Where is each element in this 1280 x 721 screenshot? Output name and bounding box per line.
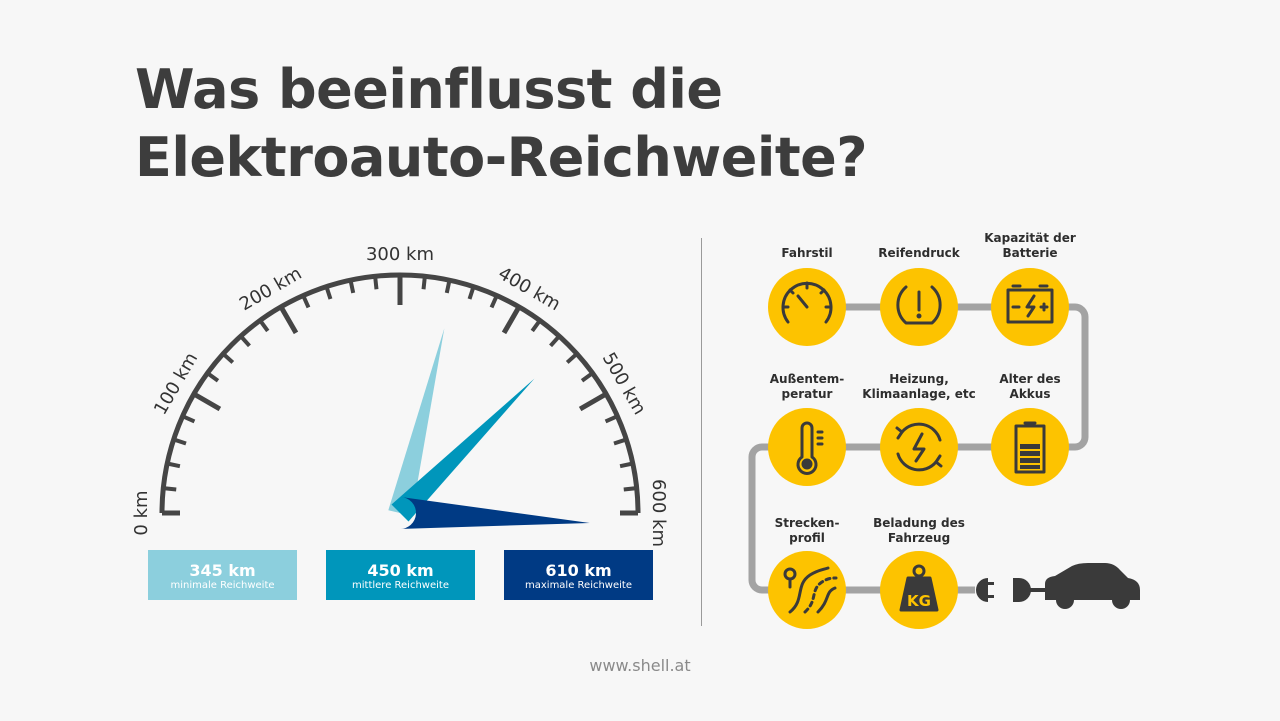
divider bbox=[701, 238, 702, 626]
minor-tick bbox=[373, 276, 379, 290]
gauge-needle bbox=[388, 328, 445, 516]
range-value: 610 km bbox=[545, 561, 612, 580]
title-line-2: Elektroauto-Reichweite? bbox=[135, 126, 868, 189]
range-value: 345 km bbox=[189, 561, 256, 580]
minor-tick bbox=[444, 279, 452, 294]
minor-tick bbox=[166, 461, 181, 469]
range-box-avg: 450 km mittlere Reichweite bbox=[326, 550, 475, 600]
minor-tick bbox=[613, 437, 627, 446]
weight-text: KG bbox=[907, 592, 931, 610]
tick-label: 600 km bbox=[648, 479, 669, 547]
factor-label: Heizung, Klimaanlage, etc bbox=[862, 372, 976, 401]
minor-tick bbox=[530, 319, 542, 333]
major-tick bbox=[578, 391, 608, 412]
thermometer-icon bbox=[796, 421, 824, 475]
minor-tick bbox=[181, 414, 196, 424]
factor-circle bbox=[768, 551, 846, 629]
title-line-1: Was beeinflusst die bbox=[135, 58, 723, 121]
minor-tick bbox=[623, 486, 637, 492]
speedometer-icon bbox=[781, 281, 833, 324]
factor-label: Alter des Akkus bbox=[999, 372, 1061, 401]
range-box-max: 610 km maximale Reichweite bbox=[504, 550, 653, 600]
tick-label: 0 km bbox=[131, 490, 152, 535]
minor-tick bbox=[163, 486, 177, 492]
factor-label: Außentem- peratur bbox=[769, 372, 845, 401]
minor-tick bbox=[301, 294, 311, 309]
minor-tick bbox=[221, 352, 235, 364]
factor-label: Kapazität der Batterie bbox=[984, 231, 1076, 260]
major-tick bbox=[278, 305, 299, 335]
energy-cycle-icon bbox=[895, 422, 943, 472]
factor-label: Fahrstil bbox=[781, 246, 833, 260]
footer-url: www.shell.at bbox=[589, 656, 691, 675]
minor-tick bbox=[173, 437, 187, 446]
factor-label: Strecken- profil bbox=[774, 516, 840, 545]
major-tick bbox=[501, 305, 522, 335]
range-box-min: 345 km minimale Reichweite bbox=[148, 550, 297, 600]
minor-tick bbox=[580, 371, 594, 383]
gauge-needle bbox=[391, 378, 535, 522]
range-label: maximale Reichweite bbox=[525, 580, 632, 591]
factor-label: Reifendruck bbox=[878, 246, 960, 260]
battery-level-icon bbox=[1014, 421, 1046, 474]
car-wheel bbox=[1112, 591, 1130, 609]
gauge-needle bbox=[399, 497, 590, 529]
minor-tick bbox=[489, 294, 499, 309]
factor-circle bbox=[768, 408, 846, 486]
plug-icon bbox=[972, 578, 1046, 602]
car-icon bbox=[1045, 563, 1140, 600]
car-battery-icon bbox=[1006, 284, 1054, 324]
factor-circle bbox=[880, 408, 958, 486]
factor-label: Beladung des Fahrzeug bbox=[873, 516, 965, 545]
tire-pressure-icon bbox=[896, 285, 942, 325]
minor-tick bbox=[467, 286, 476, 300]
minor-tick bbox=[258, 319, 270, 333]
weight-icon bbox=[899, 564, 939, 612]
minor-tick bbox=[549, 334, 561, 348]
range-label: mittlere Reichweite bbox=[352, 580, 449, 591]
minor-tick bbox=[324, 286, 333, 300]
minor-tick bbox=[565, 352, 579, 364]
major-tick bbox=[192, 391, 222, 412]
tick-label: 300 km bbox=[366, 244, 434, 265]
minor-tick bbox=[619, 461, 634, 469]
car-wheel bbox=[1056, 591, 1074, 609]
minor-tick bbox=[206, 371, 220, 383]
minor-tick bbox=[604, 414, 619, 424]
road-icon bbox=[783, 566, 838, 614]
minor-tick bbox=[348, 279, 356, 294]
range-label: minimale Reichweite bbox=[170, 580, 275, 591]
minor-tick bbox=[421, 276, 427, 290]
page-title: Was beeinflusst die Elektroauto-Reichweit… bbox=[135, 56, 868, 192]
range-value: 450 km bbox=[367, 561, 434, 580]
minor-tick bbox=[239, 334, 251, 348]
